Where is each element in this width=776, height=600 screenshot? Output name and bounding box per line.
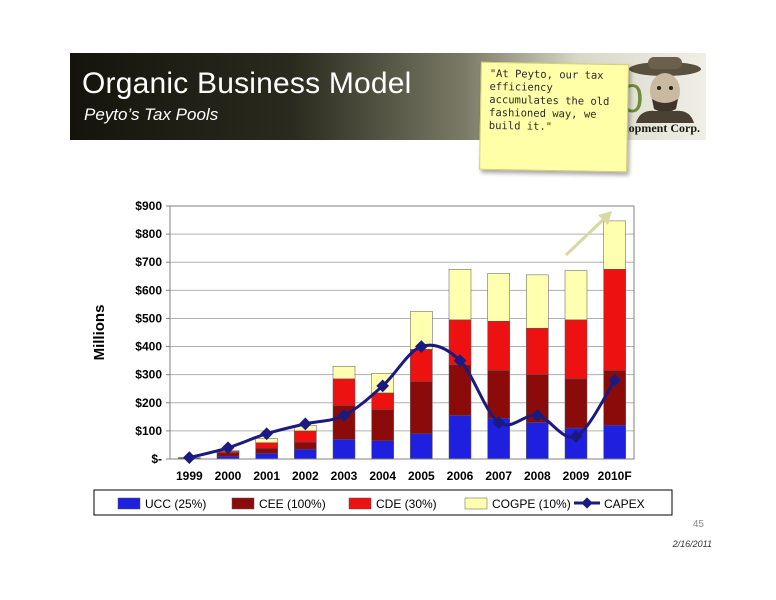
y-tick-label: $800 [135,227,162,241]
bar-segment [448,269,472,321]
capex-point [260,427,274,441]
bar-segment [294,430,317,443]
y-tick-label: $200 [135,396,162,410]
legend-swatch [117,497,141,510]
legend: UCC (25%) CEE (100%) CDE (30%) COGPE (10%) C… [93,489,673,516]
y-tick-label: $300 [135,368,162,382]
capex-point [337,409,351,422]
legend-label: UCC (25%) [145,497,206,511]
legend-label: COGPE (10%) [492,497,571,511]
x-tick-label: 2003 [331,469,358,483]
bar-segment [371,392,394,411]
bar-segment [487,273,510,322]
bar-segment [371,409,394,441]
bar-segment [603,220,626,270]
x-tick-label: 2000 [215,469,242,483]
bar-segment [564,270,588,321]
bar-segment [332,439,356,460]
bar-segment [448,415,472,460]
highlight-arrowhead [598,211,612,225]
legend-marker [581,497,593,509]
plot-border [169,205,635,460]
bar-segment [603,269,626,371]
capex-point [414,340,428,353]
x-tick-label: 2009 [563,469,590,483]
y-axis-label: Millions [91,305,108,361]
x-tick-label: 2007 [485,469,512,483]
x-tick-label: 2006 [447,469,474,483]
highlight-arrow [564,215,608,257]
cowboy-portrait-icon [629,57,701,123]
bar-segment [255,453,278,460]
y-tick-label: $400 [135,340,162,354]
slide-subtitle: Peyto’s Tax Pools [84,105,219,124]
x-tick-label: 2005 [408,469,435,483]
slide-title: Organic Business Model [82,67,412,100]
y-tick-label: $100 [135,424,162,438]
legend-label: CEE (100%) [259,497,326,511]
legend-swatch [464,497,488,510]
slide-date: 2/16/2011 [672,539,712,549]
bar-segment [526,328,549,375]
y-tick-label: $900 [135,199,162,213]
legend-label: CDE (30%) [376,497,437,511]
bar-segment [410,349,433,382]
x-tick-label: 2002 [292,469,319,483]
bar-segment [603,425,626,460]
capex-point [221,441,235,455]
plot-area [170,206,634,459]
bar-segment [564,319,588,380]
bar-segment [294,441,317,450]
bar-segment [487,321,510,371]
legend-swatch [348,497,372,510]
bar-segment [332,378,356,406]
bar-segment [255,442,278,449]
x-tick-label: 2004 [369,469,396,483]
legend-label: CAPEX [604,497,645,511]
bar-segment [255,448,278,454]
x-tick-label: 2010F [598,469,632,483]
x-tick-label: 1999 [176,469,203,483]
capex-point [376,379,390,393]
bar-segment [371,440,394,460]
x-tick-label: 2008 [524,469,551,483]
y-tick-label: $700 [135,255,162,269]
bar-segment [332,365,356,380]
x-tick-label: 2001 [253,469,280,483]
y-tick-label: $600 [135,283,162,297]
capex-point [492,416,506,429]
y-tick-label: $500 [135,311,162,325]
legend-swatch [231,497,255,510]
page-number: 45 [692,519,704,530]
capex-point [298,417,312,431]
bar-segment [564,378,588,429]
bar-segment [526,422,549,460]
bar-segment [526,274,549,329]
bar-segment [294,448,317,460]
capex-point [182,451,196,464]
bar-segment [410,433,433,460]
y-tick-label: $- [151,452,162,466]
capex-point [453,354,467,367]
bar-segment [410,381,433,434]
